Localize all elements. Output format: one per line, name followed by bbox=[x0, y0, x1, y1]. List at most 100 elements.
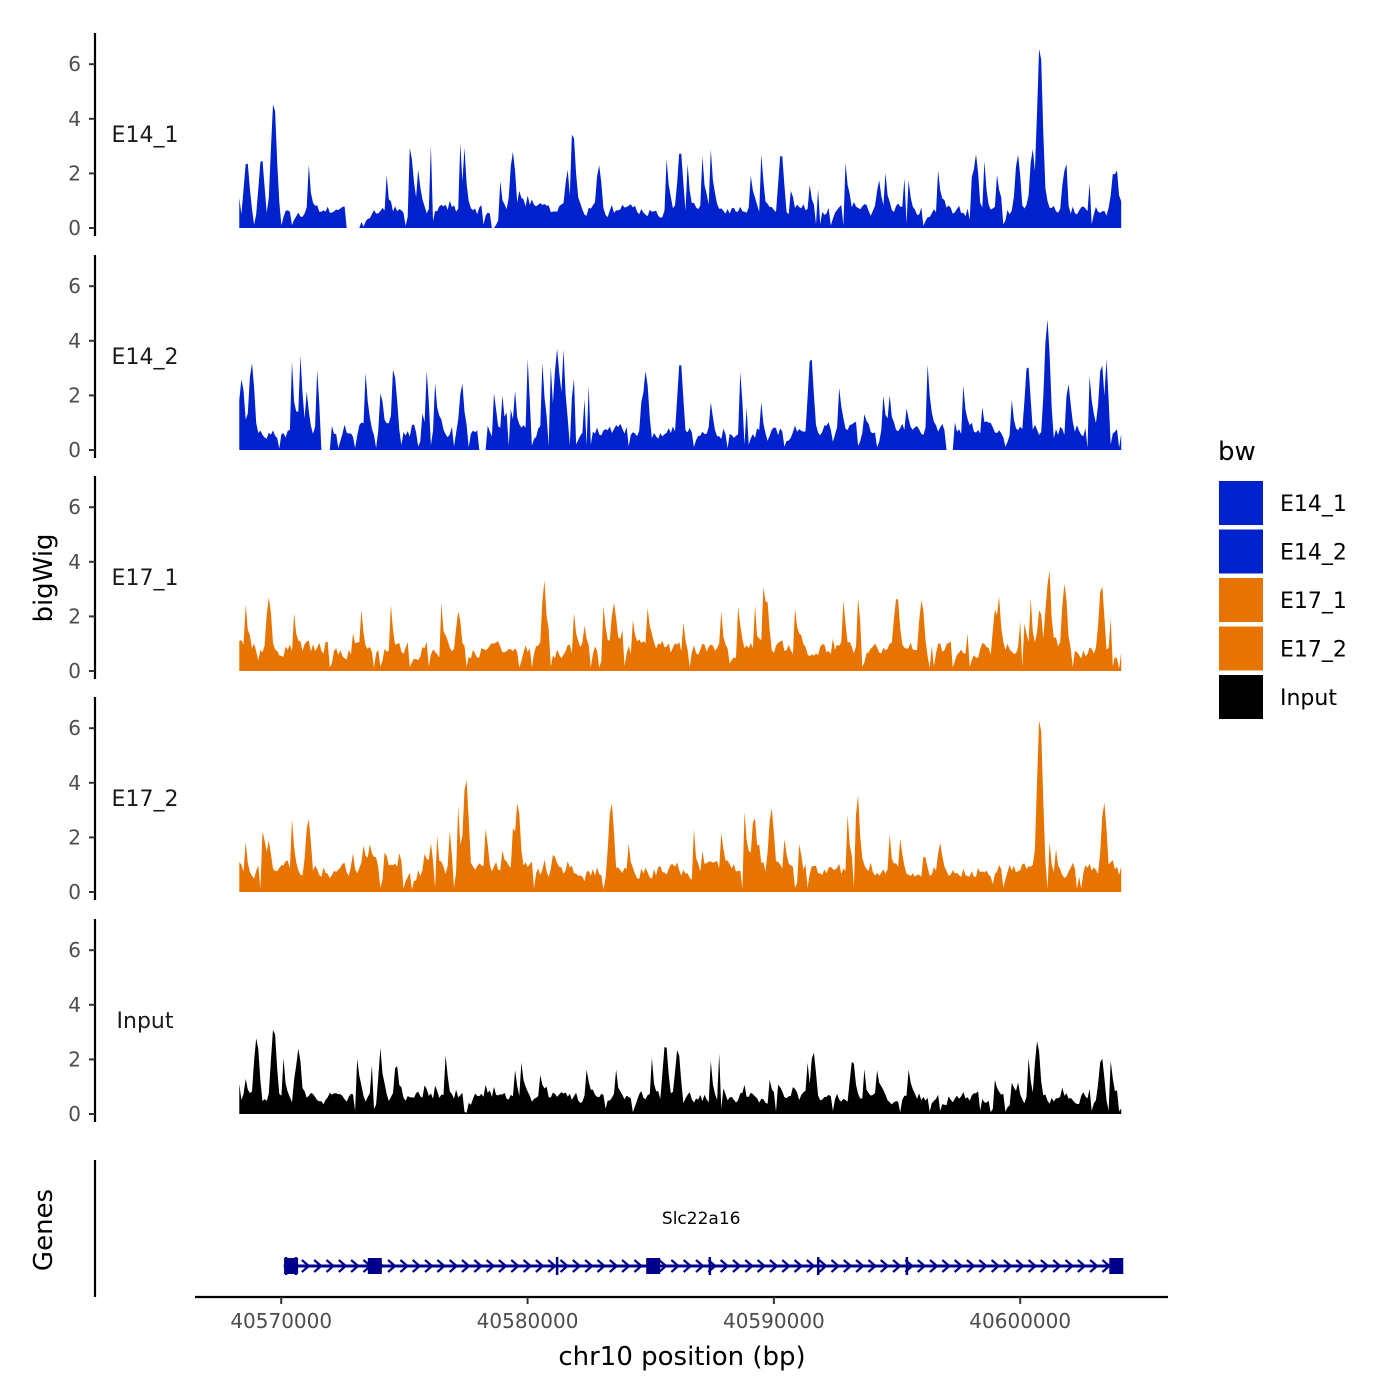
exon-block bbox=[367, 1258, 382, 1274]
strand-arrow bbox=[301, 1259, 311, 1273]
legend-entry-label: E14_2 bbox=[1280, 541, 1347, 566]
strand-arrow bbox=[892, 1259, 902, 1273]
strand-arrow bbox=[633, 1259, 644, 1273]
y-tick-label: 0 bbox=[68, 880, 81, 904]
strand-arrow bbox=[769, 1259, 779, 1273]
tracks-layer: 0 2 4 6 E14_1 0 2 4 6 E14_2 0 2 4 6 E17_1 0 2 4 6 E17_2 0 2 4 6… bbox=[68, 33, 1122, 1126]
y-tick-label: 4 bbox=[68, 329, 81, 353]
strand-arrow bbox=[990, 1259, 1001, 1273]
strand-arrow bbox=[399, 1259, 410, 1273]
strand-arrow bbox=[547, 1259, 557, 1273]
strand-arrow bbox=[1003, 1259, 1013, 1273]
strand-arrow bbox=[325, 1259, 336, 1273]
y-tick-label: 2 bbox=[68, 383, 81, 407]
signal-area bbox=[239, 570, 1122, 671]
y-tick-label: 6 bbox=[68, 274, 81, 298]
signal-area bbox=[239, 319, 1122, 450]
strand-arrow bbox=[448, 1259, 459, 1273]
x-tick-label: 40600000 bbox=[969, 1309, 1071, 1333]
strand-arrow bbox=[1089, 1259, 1099, 1273]
y-tick-label: 2 bbox=[68, 604, 81, 628]
x-tick-label: 40580000 bbox=[477, 1309, 579, 1333]
strand-arrow bbox=[510, 1259, 520, 1273]
strand-arrow bbox=[461, 1259, 471, 1273]
exon-block bbox=[646, 1258, 661, 1274]
strand-arrow bbox=[941, 1259, 951, 1273]
track-input: 0 2 4 6 Input bbox=[68, 919, 1122, 1126]
strand-arrow bbox=[916, 1259, 927, 1273]
strand-arrow bbox=[830, 1259, 841, 1273]
strand-arrow bbox=[793, 1259, 804, 1273]
strand-arrow bbox=[572, 1259, 582, 1273]
legend-entry-label: E17_1 bbox=[1280, 589, 1347, 614]
strand-arrow bbox=[1040, 1259, 1050, 1273]
legend-entry-label: Input bbox=[1280, 686, 1337, 711]
legend-swatch bbox=[1219, 481, 1263, 525]
strand-arrow bbox=[855, 1259, 865, 1273]
legend-swatch bbox=[1219, 578, 1263, 622]
track-label: E14_2 bbox=[112, 345, 179, 370]
strand-arrow bbox=[1064, 1259, 1075, 1273]
y-tick-label: 0 bbox=[68, 216, 81, 240]
strand-arrow bbox=[584, 1259, 594, 1273]
strand-arrow bbox=[621, 1259, 631, 1273]
signal-area bbox=[239, 1029, 1122, 1114]
strand-arrow bbox=[1077, 1259, 1087, 1273]
strand-arrow bbox=[978, 1259, 988, 1273]
strand-arrow bbox=[1052, 1259, 1062, 1273]
strand-arrow bbox=[387, 1259, 397, 1273]
strand-arrow bbox=[744, 1259, 754, 1273]
strand-arrow bbox=[732, 1259, 742, 1273]
strand-arrow bbox=[411, 1259, 422, 1273]
strand-arrow bbox=[535, 1259, 545, 1273]
y-tick-label: 4 bbox=[68, 107, 81, 131]
strand-arrow bbox=[473, 1259, 483, 1273]
y-axis-title: bigWig bbox=[29, 533, 59, 622]
strand-arrow bbox=[596, 1259, 607, 1273]
strand-arrow bbox=[350, 1259, 360, 1273]
y-tick-label: 6 bbox=[68, 716, 81, 740]
track-e17-1: 0 2 4 6 E17_1 bbox=[68, 476, 1122, 683]
x-axis-title: chr10 position (bp) bbox=[558, 1342, 805, 1372]
strand-arrow bbox=[695, 1259, 705, 1273]
strand-arrow bbox=[843, 1259, 853, 1273]
exon-block bbox=[1109, 1258, 1124, 1274]
track-label: Input bbox=[117, 1009, 174, 1034]
strand-arrow bbox=[313, 1259, 323, 1273]
x-axis: 40570000 40580000 40590000 40600000 bbox=[195, 1295, 1168, 1333]
strand-arrow bbox=[929, 1259, 939, 1273]
strand-arrow bbox=[1015, 1259, 1025, 1273]
y-tick-label: 2 bbox=[68, 1047, 81, 1071]
y-tick-label: 6 bbox=[68, 938, 81, 962]
track-label: E17_2 bbox=[112, 787, 179, 812]
legend-entry-label: E17_2 bbox=[1280, 638, 1347, 663]
strand-arrow bbox=[781, 1259, 791, 1273]
gene-name-label: Slc22a16 bbox=[662, 1209, 741, 1229]
y-tick-label: 4 bbox=[68, 771, 81, 795]
genes-axis-title: Genes bbox=[29, 1189, 59, 1271]
y-tick-label: 0 bbox=[68, 438, 81, 462]
legend-swatch bbox=[1219, 529, 1263, 574]
strand-arrow bbox=[806, 1259, 816, 1273]
y-tick-label: 0 bbox=[68, 659, 81, 683]
strand-arrow bbox=[485, 1259, 496, 1273]
strand-arrow bbox=[424, 1259, 434, 1273]
legend-swatch bbox=[1219, 675, 1263, 719]
x-tick-label: 40570000 bbox=[230, 1309, 332, 1333]
strand-arrow bbox=[658, 1259, 668, 1273]
gene-track: Slc22a16 bbox=[93, 1160, 1124, 1297]
y-tick-label: 0 bbox=[68, 1102, 81, 1126]
strand-arrow bbox=[436, 1259, 447, 1273]
y-tick-label: 2 bbox=[68, 825, 81, 849]
y-tick-label: 4 bbox=[68, 993, 81, 1017]
strand-arrow bbox=[338, 1259, 348, 1273]
y-tick-label: 6 bbox=[68, 52, 81, 76]
strand-arrow bbox=[719, 1259, 730, 1273]
legend-swatch bbox=[1219, 626, 1263, 671]
legend: bw E14_1 E14_2 E17_1 E17_2 Input bbox=[1218, 437, 1347, 719]
strand-arrow bbox=[670, 1259, 681, 1273]
track-label: E17_1 bbox=[112, 566, 179, 591]
strand-arrow bbox=[682, 1259, 693, 1273]
legend-entry-label: E14_1 bbox=[1280, 492, 1347, 517]
